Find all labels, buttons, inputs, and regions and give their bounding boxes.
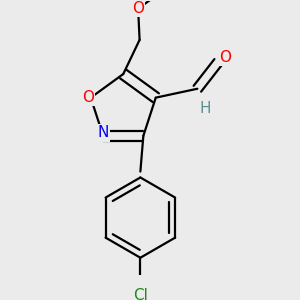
Text: O: O [82, 90, 94, 105]
Text: N: N [98, 125, 109, 140]
Text: H: H [199, 100, 211, 116]
Text: O: O [220, 50, 232, 65]
Text: O: O [132, 1, 144, 16]
Text: Cl: Cl [133, 288, 148, 300]
